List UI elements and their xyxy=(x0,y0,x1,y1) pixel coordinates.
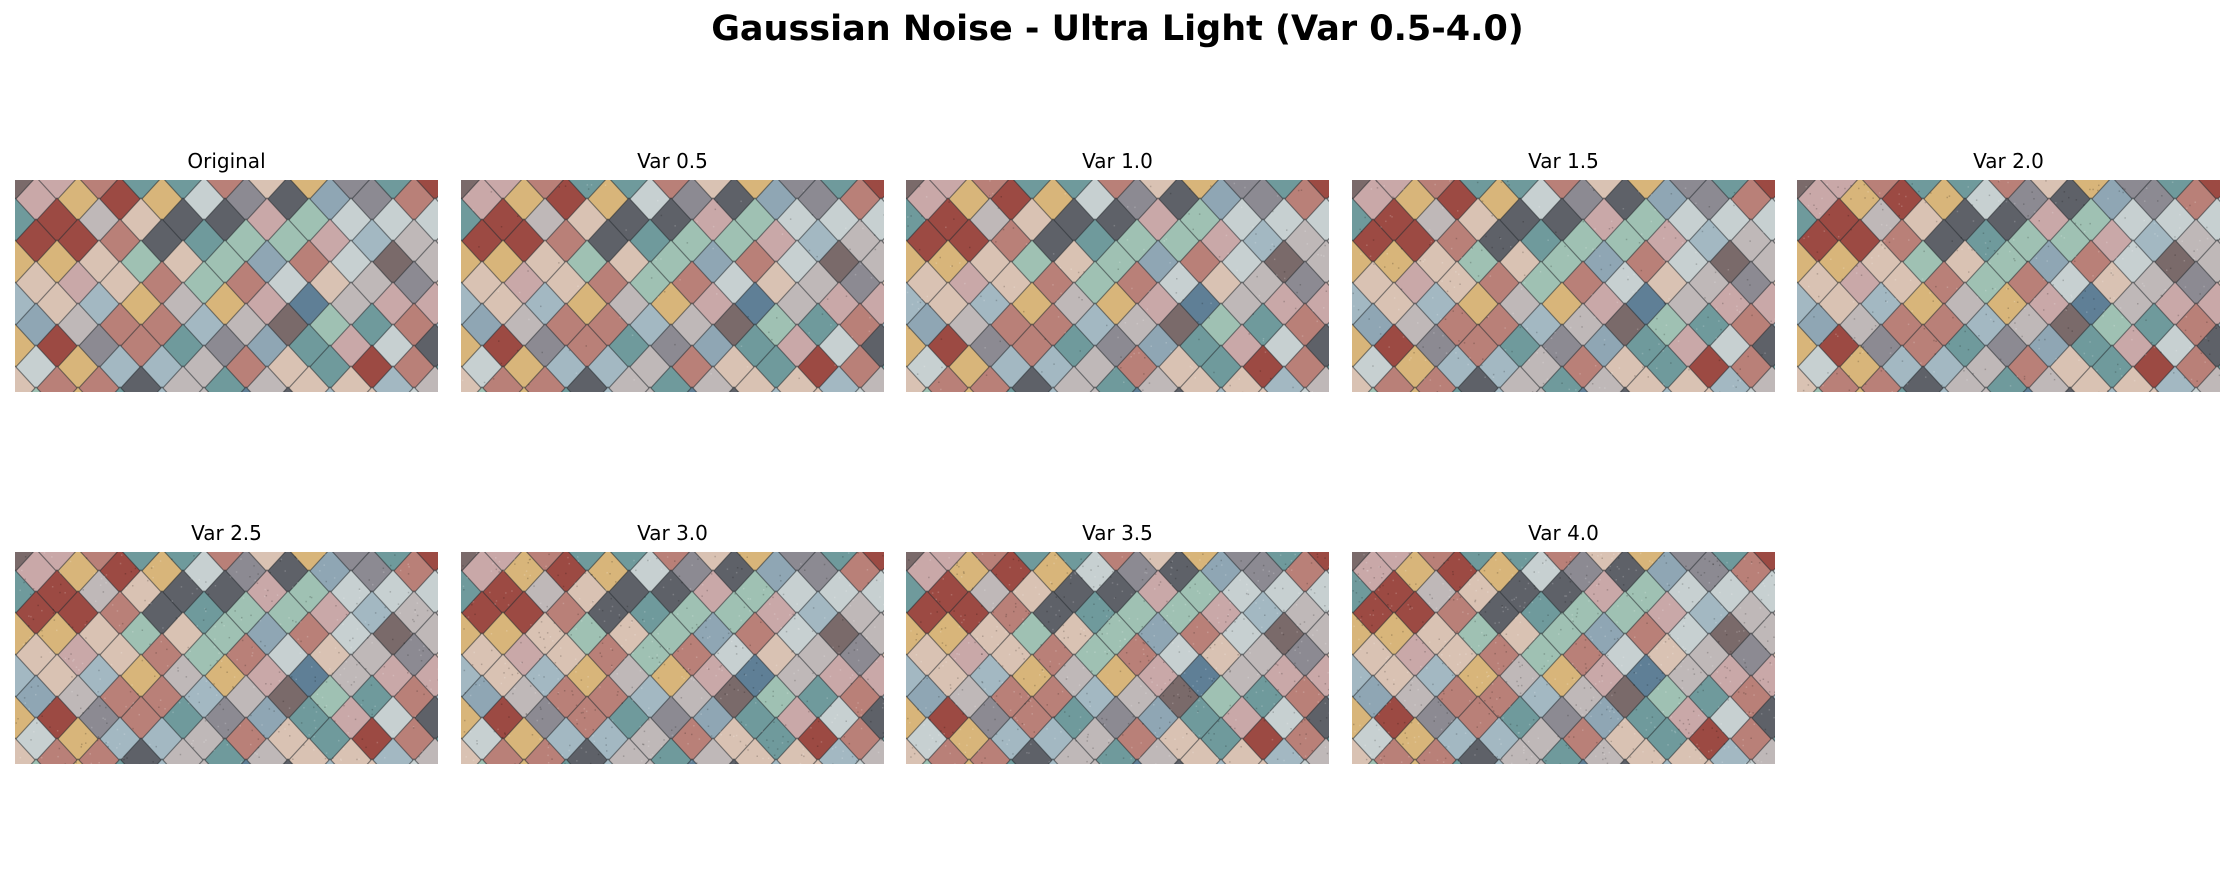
panel-title: Var 0.5 xyxy=(637,149,708,173)
panel-title: Var 1.0 xyxy=(1082,149,1153,173)
panel-original: Original xyxy=(15,148,438,392)
tile-image xyxy=(906,180,1329,392)
panel-var-1-5: Var 1.5 xyxy=(1352,148,1775,392)
panel-var-2-5: Var 2.5 xyxy=(15,520,438,764)
panel-var-1-0: Var 1.0 xyxy=(906,148,1329,392)
panel-var-3-5: Var 3.5 xyxy=(906,520,1329,764)
tile-image xyxy=(1797,180,2220,392)
panel-title: Var 3.5 xyxy=(1082,521,1153,545)
panel-title: Original xyxy=(187,149,266,173)
panel-title: Var 2.0 xyxy=(1973,149,2044,173)
panel-title: Var 3.0 xyxy=(637,521,708,545)
tile-image xyxy=(15,552,438,764)
tile-image xyxy=(1352,552,1775,764)
figure-title: Gaussian Noise - Ultra Light (Var 0.5-4.… xyxy=(711,9,1524,49)
tile-image xyxy=(906,552,1329,764)
tile-image xyxy=(461,180,884,392)
panel-title: Var 4.0 xyxy=(1528,521,1599,545)
panel-title: Var 1.5 xyxy=(1528,149,1599,173)
panel-var-4-0: Var 4.0 xyxy=(1352,520,1775,764)
panel-var-2-0: Var 2.0 xyxy=(1797,148,2220,392)
tile-image xyxy=(15,180,438,392)
panel-var-0-5: Var 0.5 xyxy=(461,148,884,392)
panel-var-3-0: Var 3.0 xyxy=(461,520,884,764)
tile-image xyxy=(461,552,884,764)
tile-image xyxy=(1352,180,1775,392)
panel-title: Var 2.5 xyxy=(191,521,262,545)
